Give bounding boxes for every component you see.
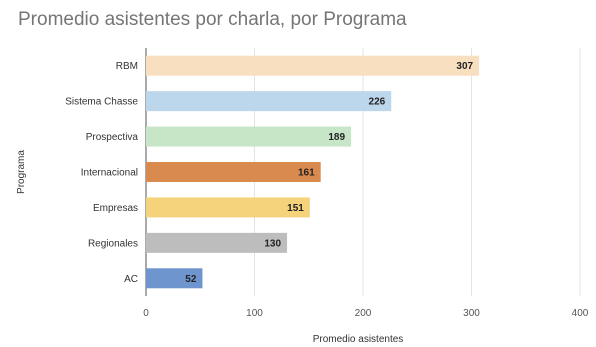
bar-value-label: 52 <box>185 274 197 285</box>
bar-value-label: 226 <box>369 97 386 108</box>
category-labels: RBM Sistema Chasse Prospectiva Internaciona… <box>65 61 138 285</box>
bar-value-label: 130 <box>264 238 281 249</box>
bar-value-label: 161 <box>298 168 315 179</box>
bar <box>146 55 480 76</box>
x-tick-label: 0 <box>143 308 149 319</box>
bar <box>146 126 352 147</box>
bar <box>146 268 203 289</box>
y-axis-title: Programa <box>16 150 27 194</box>
bar-value-label: 307 <box>456 61 473 72</box>
x-tick-label: 300 <box>463 308 480 319</box>
bars: 307 226 189 161 151 130 52 <box>146 55 480 289</box>
chart-title: Promedio asistentes por charla, por Prog… <box>18 9 407 30</box>
x-tick-label: 200 <box>355 308 372 319</box>
category-label: Empresas <box>93 203 138 214</box>
bar-value-label: 189 <box>328 132 345 143</box>
category-label: Regionales <box>88 238 138 249</box>
x-tick-label: 100 <box>246 308 263 319</box>
x-tick-label: 400 <box>572 308 589 319</box>
category-label: AC <box>124 274 138 285</box>
bar-value-label: 151 <box>287 203 304 214</box>
bar <box>146 197 310 218</box>
category-label: Sistema Chasse <box>65 97 138 108</box>
category-label: RBM <box>116 61 138 72</box>
category-label: Internacional <box>81 168 138 179</box>
x-axis-title: Promedio asistentes <box>313 334 404 345</box>
x-tick-labels: 0 100 200 300 400 <box>143 308 589 319</box>
bar <box>146 232 288 253</box>
category-label: Prospectiva <box>86 132 139 143</box>
bar <box>146 162 321 182</box>
bar <box>146 91 392 112</box>
